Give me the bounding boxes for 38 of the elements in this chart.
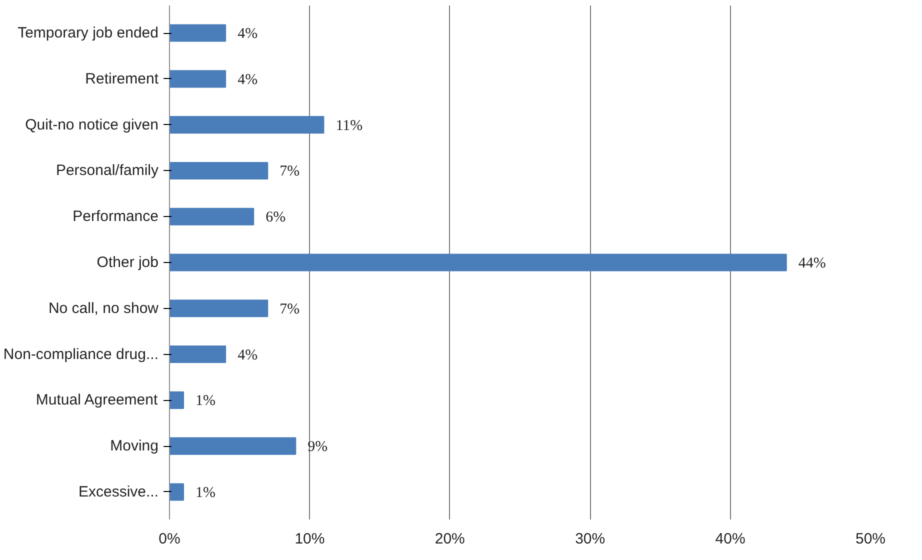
y-tick-label: Personal/family — [56, 162, 159, 180]
y-tick-label: Moving — [110, 438, 159, 455]
data-label: 11% — [336, 118, 363, 134]
y-tick-label: Retirement — [85, 70, 160, 88]
bar — [170, 483, 184, 501]
data-label: 7% — [280, 164, 300, 180]
x-tick-label: 40% — [715, 530, 746, 548]
bar — [170, 346, 226, 364]
y-tick-label: Non-compliance drug... — [3, 346, 158, 363]
data-label: 6% — [266, 210, 286, 226]
bar — [170, 162, 268, 180]
y-tick-label: Other job — [96, 254, 159, 271]
x-tick-label: 10% — [294, 530, 325, 548]
x-tick-label: 0% — [158, 530, 180, 548]
bar — [170, 116, 324, 134]
bar — [170, 391, 184, 409]
data-label: 44% — [798, 256, 826, 272]
y-tick-label: Excessive... — [78, 483, 159, 500]
x-tick-label: 20% — [434, 530, 465, 548]
bar — [170, 254, 787, 272]
data-label: 4% — [238, 347, 258, 364]
x-tick-label: 50% — [855, 530, 886, 548]
bar — [170, 24, 226, 42]
y-tick-label: Performance — [72, 208, 159, 226]
y-tick-label: Temporary job ended — [18, 24, 159, 42]
bar — [170, 300, 268, 318]
data-label: 1% — [196, 393, 216, 410]
x-tick-label: 30% — [575, 530, 606, 548]
y-tick-label: No call, no show — [48, 300, 159, 317]
bar — [170, 70, 226, 88]
y-tick-label: Quit-no notice given — [25, 116, 159, 134]
bar — [170, 437, 296, 455]
bar — [170, 208, 254, 226]
y-tick-label: Mutual Agreement — [36, 392, 159, 409]
data-label: 7% — [280, 301, 300, 318]
data-label: 4% — [238, 72, 258, 88]
data-label: 1% — [196, 484, 216, 501]
data-label: 4% — [238, 26, 258, 42]
